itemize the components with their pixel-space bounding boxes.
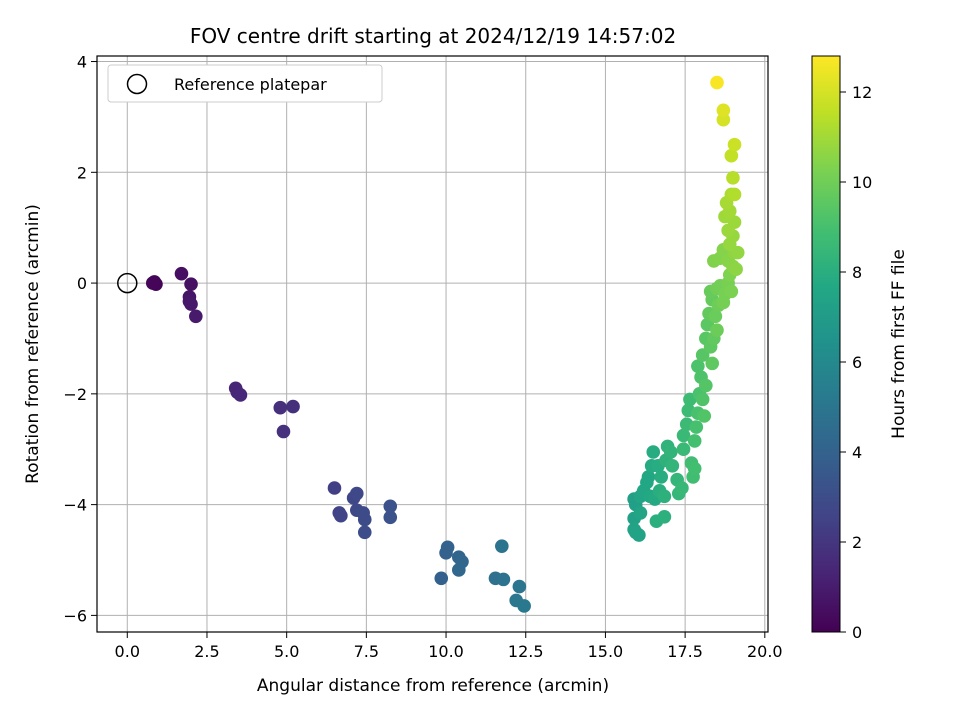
y-axis-label: Rotation from reference (arcmin) bbox=[23, 204, 43, 484]
data-point bbox=[676, 428, 691, 443]
data-point bbox=[495, 539, 509, 553]
data-point bbox=[383, 510, 398, 525]
data-point bbox=[729, 262, 743, 277]
x-tick-label: 15.0 bbox=[588, 642, 624, 661]
data-point bbox=[657, 510, 672, 524]
data-point bbox=[273, 400, 288, 415]
data-point bbox=[724, 284, 739, 299]
plot-frame bbox=[96, 55, 769, 633]
x-tick-label: 12.5 bbox=[508, 642, 544, 661]
data-point bbox=[657, 489, 672, 504]
colorbar-label: Hours from first FF file bbox=[889, 249, 909, 439]
y-tick-label: −2 bbox=[63, 385, 87, 404]
data-point bbox=[517, 599, 531, 613]
legend-label: Reference platepar bbox=[174, 75, 327, 94]
colorbar-tick-label: 4 bbox=[852, 443, 862, 462]
data-point bbox=[383, 499, 398, 514]
data-point bbox=[727, 187, 742, 202]
colorbar-tick-label: 2 bbox=[852, 533, 862, 552]
colorbar-ticks: 0 2 4 6 8 10 12 bbox=[840, 83, 872, 642]
data-point bbox=[286, 399, 300, 414]
data-point bbox=[708, 309, 723, 324]
data-point bbox=[451, 563, 466, 577]
data-point bbox=[641, 470, 656, 484]
x-tick-label: 20.0 bbox=[747, 642, 783, 661]
x-tick-label: 7.5 bbox=[354, 642, 379, 661]
colorbar-tick-label: 10 bbox=[852, 173, 872, 192]
x-tick-label: 5.0 bbox=[274, 642, 299, 661]
data-point bbox=[716, 103, 731, 118]
x-tick-label: 17.5 bbox=[667, 642, 703, 661]
data-point bbox=[633, 506, 648, 520]
data-point bbox=[654, 470, 669, 484]
data-point bbox=[695, 392, 710, 407]
colorbar-tick-label: 6 bbox=[852, 353, 862, 372]
data-point bbox=[627, 522, 641, 537]
data-point bbox=[727, 137, 742, 152]
data-point bbox=[184, 277, 198, 291]
data-point bbox=[663, 445, 678, 459]
colorbar-tick-label: 8 bbox=[852, 263, 862, 282]
data-point bbox=[440, 540, 455, 555]
y-tick-label: 4 bbox=[77, 53, 87, 72]
x-axis-label: Angular distance from reference (arcmin) bbox=[257, 676, 609, 696]
data-point bbox=[691, 359, 705, 373]
y-tick-label: −4 bbox=[63, 496, 87, 515]
grid bbox=[97, 56, 768, 632]
data-point bbox=[334, 508, 348, 523]
legend-box bbox=[107, 64, 383, 103]
data-point bbox=[689, 420, 704, 434]
reference-point bbox=[117, 272, 138, 294]
y-tick-label: 2 bbox=[77, 163, 87, 182]
data-point bbox=[174, 266, 189, 281]
y-axis-ticks: −6 −4 −2 0 2 4 bbox=[63, 53, 97, 625]
data-point bbox=[512, 579, 527, 594]
data-point bbox=[687, 434, 702, 448]
colorbar-gradient bbox=[811, 55, 841, 633]
data-point bbox=[687, 461, 702, 476]
x-tick-label: 10.0 bbox=[428, 642, 464, 661]
data-point bbox=[710, 75, 724, 90]
data-point bbox=[184, 297, 198, 311]
data-point bbox=[349, 486, 364, 501]
data-points bbox=[145, 75, 745, 613]
colorbar-tick-label: 12 bbox=[852, 83, 872, 102]
data-point bbox=[496, 572, 511, 587]
data-point bbox=[697, 409, 712, 423]
data-point bbox=[676, 442, 691, 457]
y-tick-label: 0 bbox=[77, 274, 87, 293]
x-tick-label: 2.5 bbox=[194, 642, 219, 661]
data-point bbox=[710, 323, 724, 337]
colorbar-tick-label: 0 bbox=[852, 623, 862, 642]
x-axis-ticks: 0.0 2.5 5.0 7.5 10.0 12.5 15.0 17.5 20.0 bbox=[115, 632, 783, 661]
data-point bbox=[665, 459, 680, 473]
data-point bbox=[724, 148, 739, 163]
legend: Reference platepar bbox=[107, 64, 383, 103]
data-point bbox=[357, 525, 372, 540]
chart-title: FOV centre drift starting at 2024/12/19 … bbox=[190, 24, 676, 48]
data-point bbox=[233, 388, 248, 402]
data-point bbox=[357, 512, 372, 527]
data-point bbox=[675, 481, 689, 495]
data-point bbox=[327, 481, 342, 495]
data-point bbox=[646, 445, 661, 459]
x-tick-label: 0.0 bbox=[115, 642, 140, 661]
colorbar: 0 2 4 6 8 10 12 Hours from first FF file bbox=[811, 55, 909, 642]
data-point bbox=[705, 356, 720, 371]
data-point bbox=[189, 309, 203, 324]
data-point bbox=[699, 378, 713, 393]
legend-marker-icon bbox=[126, 73, 148, 95]
data-point bbox=[434, 571, 449, 586]
data-point bbox=[145, 276, 160, 290]
data-point bbox=[716, 112, 731, 127]
data-point bbox=[726, 171, 740, 185]
data-point bbox=[276, 424, 291, 439]
y-tick-label: −6 bbox=[63, 606, 87, 625]
